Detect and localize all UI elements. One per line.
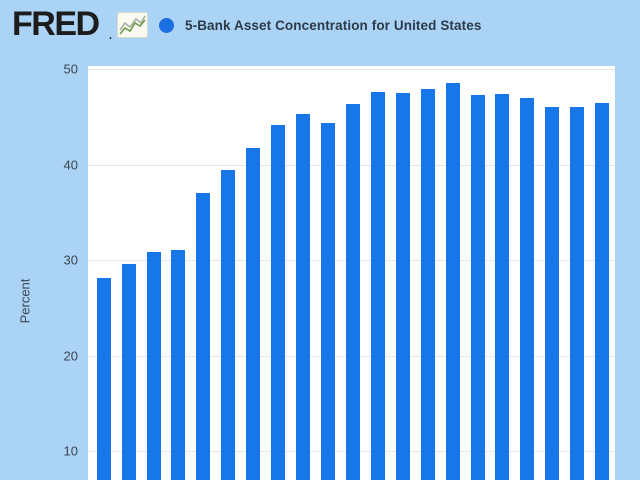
header: FRED . 5-Bank Asset Concentration for Un… xyxy=(0,0,640,52)
registered-mark: . xyxy=(109,30,113,42)
bar-2003 xyxy=(271,125,286,480)
bar-2013 xyxy=(520,97,535,480)
bar-2005 xyxy=(320,123,335,480)
bar-2011 xyxy=(470,94,485,480)
bar-2010 xyxy=(445,83,460,480)
bar-2009 xyxy=(420,88,435,480)
bar-1998 xyxy=(146,251,161,480)
bar-2014 xyxy=(545,107,560,480)
bar-2016 xyxy=(595,102,610,480)
bar-2002 xyxy=(246,147,261,480)
fred-logo: FRED xyxy=(12,5,100,43)
bar-1996 xyxy=(96,278,111,480)
bar-2000 xyxy=(196,193,211,480)
y-tick-label-40: 40 xyxy=(63,157,78,172)
y-tick-label-20: 20 xyxy=(63,348,78,363)
y-tick-label-30: 30 xyxy=(63,252,78,268)
bar-2007 xyxy=(370,92,385,480)
legend-label: 5-Bank Asset Concentration for United St… xyxy=(185,18,482,33)
gridline-50 xyxy=(88,69,615,70)
bar-2012 xyxy=(495,94,510,480)
bar-1999 xyxy=(171,249,186,480)
bar-2001 xyxy=(221,169,236,480)
y-tick-label-10: 10 xyxy=(63,443,78,459)
plot-area xyxy=(88,66,615,480)
bar-2004 xyxy=(296,114,311,480)
bar-2015 xyxy=(570,107,585,480)
legend-marker-dot xyxy=(159,18,174,33)
line-chart-icon xyxy=(117,12,148,43)
bar-2006 xyxy=(345,104,360,480)
bar-2008 xyxy=(395,93,410,480)
y-axis-title: Percent xyxy=(17,278,33,324)
bar-1997 xyxy=(121,264,136,480)
y-tick-label-50: 50 xyxy=(63,61,78,77)
